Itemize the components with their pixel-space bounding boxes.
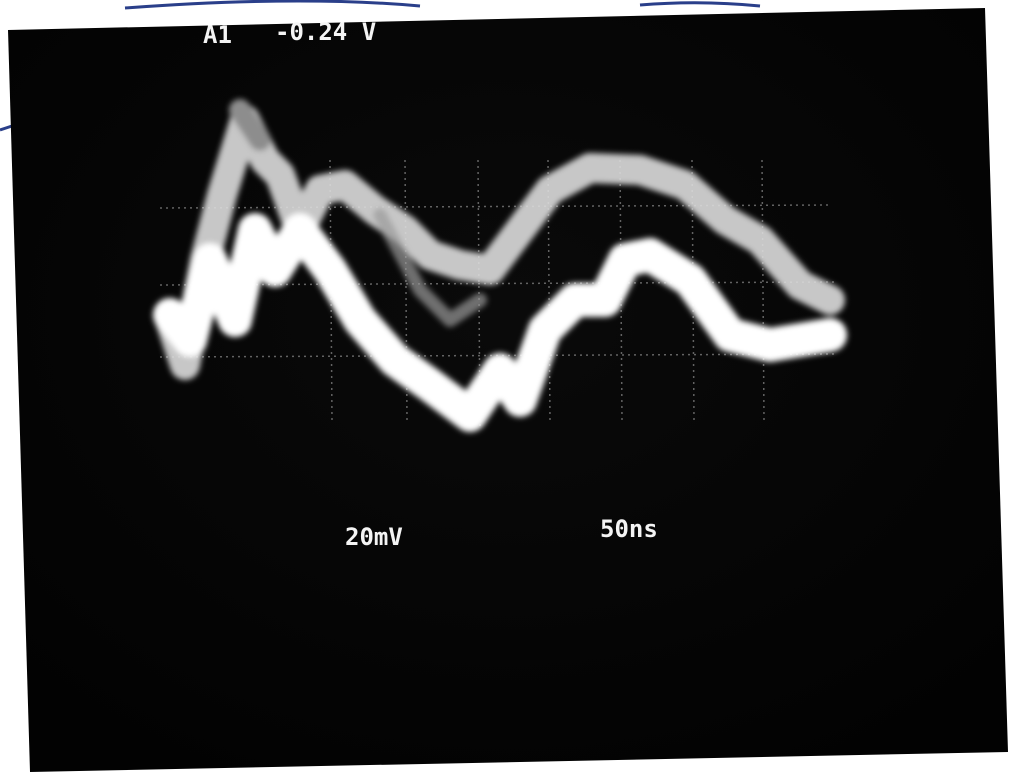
channel-label: A1 <box>203 21 232 49</box>
waveform <box>153 99 847 432</box>
grid-line <box>619 159 623 421</box>
handwriting <box>124 0 421 10</box>
level-readout: -0.24 V <box>275 18 376 46</box>
time-per-div: 50ns <box>600 515 658 543</box>
handwriting <box>0 124 13 132</box>
grid-line <box>761 159 765 421</box>
grid-line <box>329 159 333 421</box>
grid-line <box>159 281 836 286</box>
handwriting <box>639 1 761 8</box>
volts-per-div: 20mV <box>345 523 403 551</box>
